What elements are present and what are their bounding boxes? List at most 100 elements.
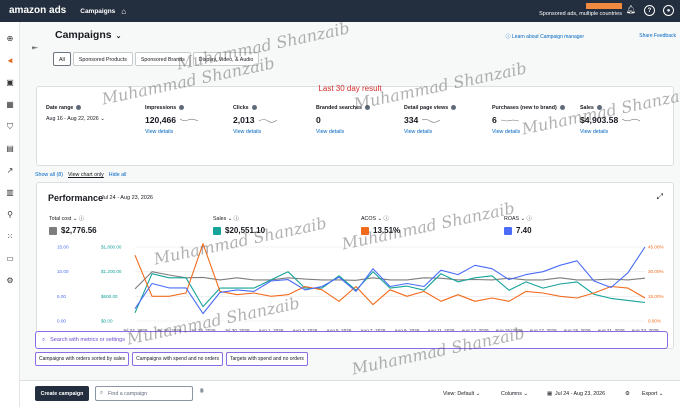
columns-selector[interactable]: Columns ⌄ bbox=[501, 391, 528, 397]
x-tick-label: Aug 1, 2026 bbox=[259, 328, 284, 333]
stat-label-text: Clicks bbox=[233, 105, 249, 111]
stat-value: 334 bbox=[404, 115, 419, 125]
y-tick-label: $1,200.00 bbox=[101, 269, 122, 274]
info-icon[interactable] bbox=[76, 105, 82, 111]
campaigns-megaphone-icon[interactable]: ◄ bbox=[6, 56, 14, 65]
show-all-link[interactable]: Show all (8) bbox=[35, 172, 63, 178]
account-label: Sponsored ads, multiple countries bbox=[539, 11, 622, 17]
feedback-link[interactable]: Share Feedback bbox=[639, 33, 676, 39]
info-icon[interactable] bbox=[559, 105, 565, 111]
view-details-link[interactable]: View details bbox=[404, 129, 433, 135]
chevron-down-icon: ⌄ bbox=[377, 216, 382, 222]
y-tick-label: $0.00 bbox=[101, 319, 113, 324]
export-button[interactable]: Export ⌄ bbox=[642, 391, 664, 397]
account-selector[interactable]: Sponsored ads, multiple countries bbox=[539, 3, 622, 17]
bell-icon[interactable]: 🔔︎ bbox=[625, 5, 636, 14]
settings-gear-icon[interactable]: ⚙ bbox=[625, 391, 630, 397]
expand-icon[interactable]: ⤢ bbox=[656, 192, 663, 201]
stat-purchases-new-to-brand: Purchases (new to brand) 6 View details bbox=[492, 105, 565, 135]
help-icon[interactable]: ? bbox=[644, 5, 655, 16]
metric-sales[interactable]: Sales ⌄ ⓘ $20,551.10 bbox=[213, 214, 265, 235]
sparkline bbox=[180, 118, 199, 122]
chip-targets-spend-no-orders[interactable]: Targets with spend and no orders bbox=[225, 352, 308, 366]
page-title[interactable]: Campaigns ⌄ bbox=[55, 29, 121, 41]
stat-label-text: Branded searches bbox=[316, 105, 362, 111]
hide-all-link[interactable]: Hide all bbox=[108, 172, 127, 178]
tab-all[interactable]: All bbox=[53, 52, 71, 66]
gift-icon[interactable]: ▦ bbox=[6, 100, 14, 109]
campaign-toolbar: Create campaign ⌕ Find a campaign ⩩ View… bbox=[20, 380, 680, 407]
user-icon[interactable]: ● bbox=[663, 5, 674, 16]
home-icon[interactable]: ⌂ bbox=[121, 6, 127, 16]
view-details-link[interactable]: View details bbox=[316, 129, 345, 135]
briefcase-icon[interactable]: ▣ bbox=[6, 78, 14, 87]
chip-orders-by-sales[interactable]: Campaigns with orders sorted by sales bbox=[35, 352, 130, 366]
tab-sponsored-brands[interactable]: Sponsored Brands bbox=[134, 52, 191, 66]
metric-swatch[interactable] bbox=[213, 226, 221, 235]
create-campaign-button[interactable]: Create campaign bbox=[35, 386, 89, 401]
metric-total-cost[interactable]: Total cost ⌄ ⓘ $2,776.56 bbox=[49, 214, 97, 235]
stat-sales: Sales $4,903.58 View details bbox=[580, 105, 641, 135]
shield-icon[interactable]: ⛉ bbox=[7, 122, 13, 131]
info-icon[interactable]: ⓘ bbox=[78, 216, 85, 222]
metrics-search-input[interactable]: ⌕ Search with metrics or settings bbox=[35, 331, 668, 349]
learn-link-text[interactable]: Learn about Campaign manager bbox=[512, 34, 584, 40]
bar-chart-icon[interactable]: ▥ bbox=[6, 188, 14, 197]
metric-swatch[interactable] bbox=[504, 226, 512, 235]
view-selector[interactable]: View: Default ⌄ bbox=[443, 391, 481, 397]
last-30-day-banner: Last 30 day result bbox=[318, 84, 382, 93]
view-details-link[interactable]: View details bbox=[233, 129, 262, 135]
metric-swatch[interactable] bbox=[49, 226, 57, 235]
stat-value: 6 bbox=[492, 115, 497, 125]
settings-gear-icon[interactable]: ⚙ bbox=[6, 276, 14, 285]
breadcrumb-campaigns[interactable]: Campaigns bbox=[80, 7, 116, 15]
info-icon[interactable] bbox=[179, 105, 185, 111]
stat-label: Purchases (new to brand) bbox=[492, 105, 565, 111]
x-tick-label: Jul 24, 2026 bbox=[122, 328, 147, 333]
learn-link[interactable]: ⓘ Learn about Campaign manager bbox=[505, 34, 584, 40]
info-icon[interactable] bbox=[451, 105, 457, 111]
chip-spend-no-orders[interactable]: Campaigns with spend and no orders bbox=[132, 352, 223, 366]
calendar-icon: ▦ bbox=[547, 391, 553, 397]
info-icon[interactable]: ⓘ bbox=[383, 216, 389, 222]
amazon-ads-logo[interactable]: amazon ads bbox=[9, 5, 67, 16]
metric-acos[interactable]: ACOS ⌄ ⓘ 13.51% bbox=[361, 214, 400, 235]
date-range[interactable]: Date range Aug 16 - Aug 22, 2026 ⌄ bbox=[46, 105, 105, 122]
x-tick-label: Jul 28, 2026 bbox=[190, 328, 215, 333]
series-line-sales bbox=[134, 271, 646, 314]
find-campaign-input[interactable]: ⌕ Find a campaign bbox=[95, 386, 193, 401]
view-details-link[interactable]: View details bbox=[145, 129, 174, 135]
series-line-roas bbox=[134, 246, 646, 315]
info-icon[interactable]: ⓘ bbox=[233, 216, 239, 222]
stat-label-text: Sales bbox=[580, 105, 594, 111]
metric-swatch[interactable] bbox=[361, 226, 369, 235]
account-name-bar bbox=[586, 3, 622, 9]
stat-label: Impressions bbox=[145, 105, 198, 111]
add-icon[interactable]: ⊕ bbox=[6, 34, 14, 43]
metric-value: 13.51% bbox=[373, 226, 401, 235]
info-icon[interactable]: ⓘ bbox=[526, 216, 532, 222]
stat-clicks: Clicks 2,013 View details bbox=[233, 105, 277, 135]
date-picker[interactable]: ▦ Jul 24 - Aug 23, 2026 bbox=[547, 391, 605, 397]
y-tick-label: 0.00% bbox=[648, 319, 661, 324]
info-icon[interactable] bbox=[251, 105, 257, 111]
x-tick-label: Aug 21, 2026 bbox=[597, 328, 625, 333]
toolbox-icon[interactable]: ▭ bbox=[6, 254, 14, 263]
tab-sponsored-products[interactable]: Sponsored Products bbox=[72, 52, 133, 66]
view-details-link[interactable]: View details bbox=[580, 129, 609, 135]
reports-chart-icon[interactable]: ↗ bbox=[6, 166, 14, 175]
view-chart-only-link[interactable]: View chart only bbox=[67, 172, 104, 178]
view-details-link[interactable]: View details bbox=[492, 129, 521, 135]
info-icon[interactable] bbox=[364, 105, 370, 111]
tab-display-video-audio[interactable]: Display, Video, & Audio bbox=[192, 52, 260, 66]
apps-grid-icon[interactable]: ⁙ bbox=[6, 232, 14, 241]
filter-icon[interactable]: ⩩ bbox=[200, 388, 204, 395]
media-icon[interactable]: ▤ bbox=[6, 144, 14, 153]
network-icon[interactable]: ⚲ bbox=[7, 210, 13, 219]
stat-label-text: Detail page views bbox=[404, 105, 449, 111]
stat-label: Clicks bbox=[233, 105, 277, 111]
metric-roas[interactable]: ROAS ⌄ ⓘ 7.40 bbox=[504, 214, 532, 235]
collapse-nav-icon[interactable]: ⇤ bbox=[32, 45, 38, 52]
info-icon[interactable] bbox=[596, 105, 602, 111]
metric-label: ROAS bbox=[504, 216, 520, 222]
